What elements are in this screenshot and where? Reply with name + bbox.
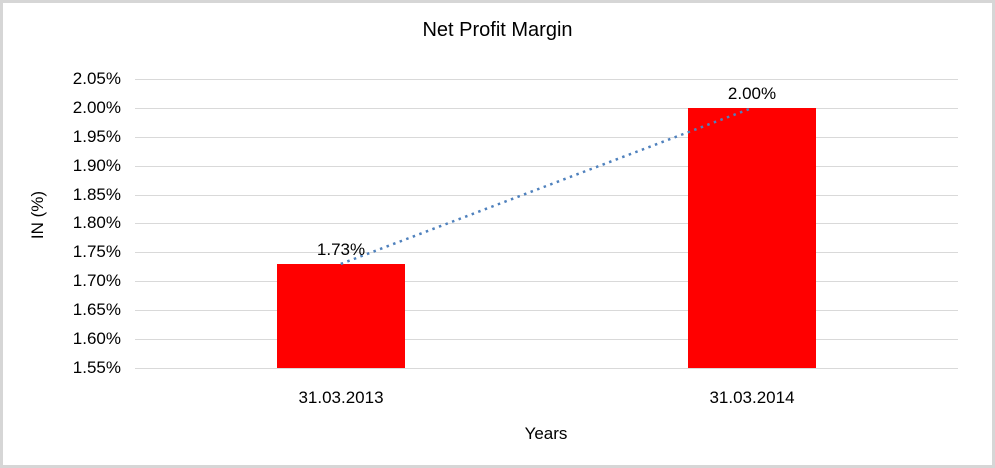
gridline	[135, 252, 958, 253]
gridline	[135, 137, 958, 138]
gridline	[135, 339, 958, 340]
gridline	[135, 166, 958, 167]
y-tick-label: 1.85%	[72, 185, 121, 204]
gridline	[135, 281, 958, 282]
y-tick-label: 1.95%	[72, 127, 121, 146]
y-tick-label: 1.60%	[72, 329, 121, 348]
y-axis-title: IN (%)	[28, 190, 47, 240]
y-tick-label: 1.80%	[72, 213, 121, 232]
y-tick-label: 2.05%	[72, 69, 121, 88]
y-tick-label: 1.55%	[72, 358, 121, 377]
x-tick-label: 31.03.2014	[709, 388, 795, 407]
gridline	[135, 79, 958, 80]
y-tick-label: 1.90%	[72, 156, 121, 175]
y-tick-label: 1.65%	[72, 300, 121, 319]
y-tick-label: 1.70%	[72, 271, 121, 290]
bar-31.03.2013	[277, 264, 405, 368]
y-tick-label: 1.75%	[72, 242, 121, 261]
x-axis-title: Years	[524, 424, 568, 443]
chart-title: Net Profit Margin	[422, 19, 573, 41]
gridline	[135, 223, 958, 224]
gridline	[135, 368, 958, 369]
bar-value-label: 2.00%	[727, 84, 777, 103]
gridline	[135, 195, 958, 196]
bar-31.03.2014	[688, 108, 816, 368]
gridline	[135, 310, 958, 311]
gridline	[135, 108, 958, 109]
y-tick-label: 2.00%	[72, 98, 121, 117]
x-tick-label: 31.03.2013	[298, 388, 384, 407]
bar-value-label: 1.73%	[316, 240, 366, 259]
